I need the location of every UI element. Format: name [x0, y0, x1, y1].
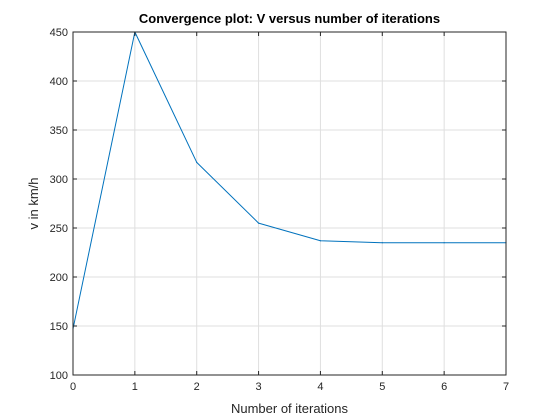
x-tick-labels: 0 1 2 3 4 5 6 7 [70, 381, 509, 393]
y-tick-label: 400 [50, 76, 68, 88]
chart-title: Convergence plot: V versus number of ite… [139, 11, 440, 26]
plot-area [73, 32, 506, 375]
x-tick-label: 4 [317, 381, 323, 393]
ticks [72, 31, 507, 376]
y-tick-label: 100 [50, 370, 68, 382]
axes-box [72, 31, 507, 376]
data-point [196, 161, 198, 163]
data-point [381, 242, 383, 244]
data-point [257, 222, 260, 224]
y-tick-label: 200 [50, 272, 68, 284]
y-tick-label: 150 [50, 321, 68, 333]
y-tick-label: 250 [50, 223, 68, 235]
data-point [443, 242, 445, 244]
y-axis-label: v in km/h [26, 177, 41, 229]
x-tick-label: 1 [132, 381, 138, 393]
grid [72, 31, 507, 376]
y-tick-label: 300 [50, 174, 68, 186]
x-tick-label: 3 [256, 381, 262, 393]
y-tick-labels: 100 150 200 250 300 350 400 450 [50, 27, 68, 382]
data-point [319, 240, 322, 242]
x-tick-label: 0 [70, 381, 76, 393]
y-tick-label: 450 [50, 27, 68, 39]
x-tick-label: 7 [503, 381, 509, 393]
series-line [72, 31, 506, 330]
x-axis-label: Number of iterations [231, 401, 349, 416]
x-tick-label: 5 [379, 381, 385, 393]
y-tick-label: 350 [50, 125, 68, 137]
x-tick-label: 6 [441, 381, 447, 393]
x-tick-label: 2 [194, 381, 200, 393]
